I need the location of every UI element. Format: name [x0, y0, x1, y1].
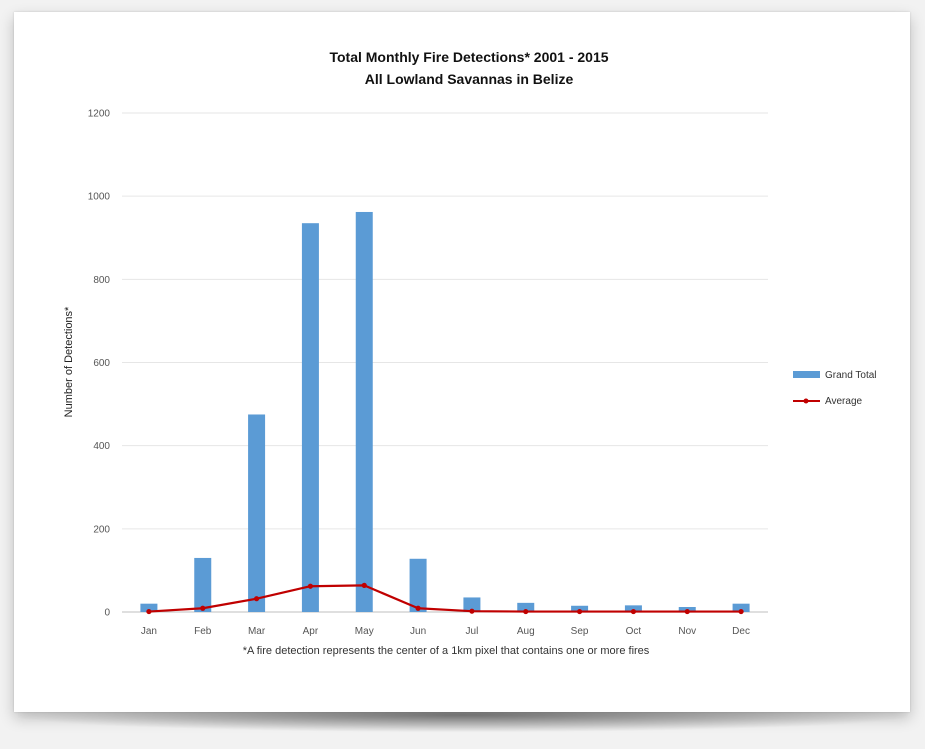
bar-sep [571, 605, 589, 612]
y-axis-label: Number of Detections* [63, 306, 75, 417]
bar-mar [248, 414, 266, 612]
y-tick-label: 1000 [88, 192, 111, 203]
x-tick-label: Apr [303, 626, 319, 637]
bar-may [355, 211, 373, 613]
legend-label-average: Average [825, 396, 863, 407]
y-tick-label: 200 [93, 524, 110, 535]
average-point-nov [684, 608, 690, 615]
y-tick-label: 1200 [88, 109, 111, 120]
y-tick-label: 600 [93, 358, 110, 369]
x-tick-label: Jun [410, 626, 426, 637]
bars [140, 211, 750, 613]
x-tick-label: Dec [732, 626, 750, 637]
x-tick-label: Aug [517, 626, 535, 637]
x-axis-ticks: Jan Feb Mar Apr May Jun Jul Aug Sep Oct Nov Dec [141, 626, 750, 637]
x-tick-label: Oct [626, 626, 642, 637]
average-point-jan [146, 608, 152, 615]
x-tick-label: Feb [194, 626, 212, 637]
y-tick-label: 800 [93, 275, 110, 286]
bar-dec [732, 603, 750, 612]
average-point-feb [200, 605, 206, 611]
bar-feb [194, 557, 212, 612]
x-tick-label: May [355, 626, 374, 637]
y-axis-ticks: 0 200 400 600 800 1000 1200 [88, 109, 111, 619]
chart-title: Total Monthly Fire Detections* 2001 - 20… [329, 49, 608, 65]
chart-subtitle: All Lowland Savannas in Belize [365, 71, 574, 87]
average-point-jul [469, 608, 475, 614]
x-tick-label: Jan [141, 626, 157, 637]
bar-apr [301, 223, 319, 612]
average-series-line [148, 584, 742, 613]
average-point-jun [415, 605, 421, 611]
legend-swatch-grand-total [793, 371, 820, 378]
average-point-may [361, 582, 367, 588]
average-point-sep [576, 608, 583, 615]
average-point-mar [253, 596, 260, 602]
legend: Grand Total Average [793, 370, 877, 407]
chart-footnote: *A fire detection represents the center … [243, 645, 650, 657]
bar-jan [140, 603, 158, 612]
x-tick-label: Jul [466, 626, 479, 637]
average-point-aug [523, 608, 529, 615]
legend-marker-average [803, 398, 809, 404]
average-point-apr [307, 583, 314, 589]
gridlines [122, 112, 768, 530]
y-tick-label: 400 [93, 441, 110, 452]
average-line [146, 582, 744, 615]
bar-aug [517, 602, 535, 612]
bar-oct [624, 605, 642, 612]
y-tick-label: 0 [104, 608, 110, 619]
average-point-oct [630, 608, 637, 615]
bar-jun [409, 558, 427, 612]
bar-jul [463, 597, 481, 612]
average-point-dec [738, 608, 744, 615]
legend-label-grand-total: Grand Total [825, 370, 877, 381]
x-tick-label: Nov [678, 626, 696, 637]
x-tick-label: Mar [248, 626, 266, 637]
x-tick-label: Sep [571, 626, 589, 637]
